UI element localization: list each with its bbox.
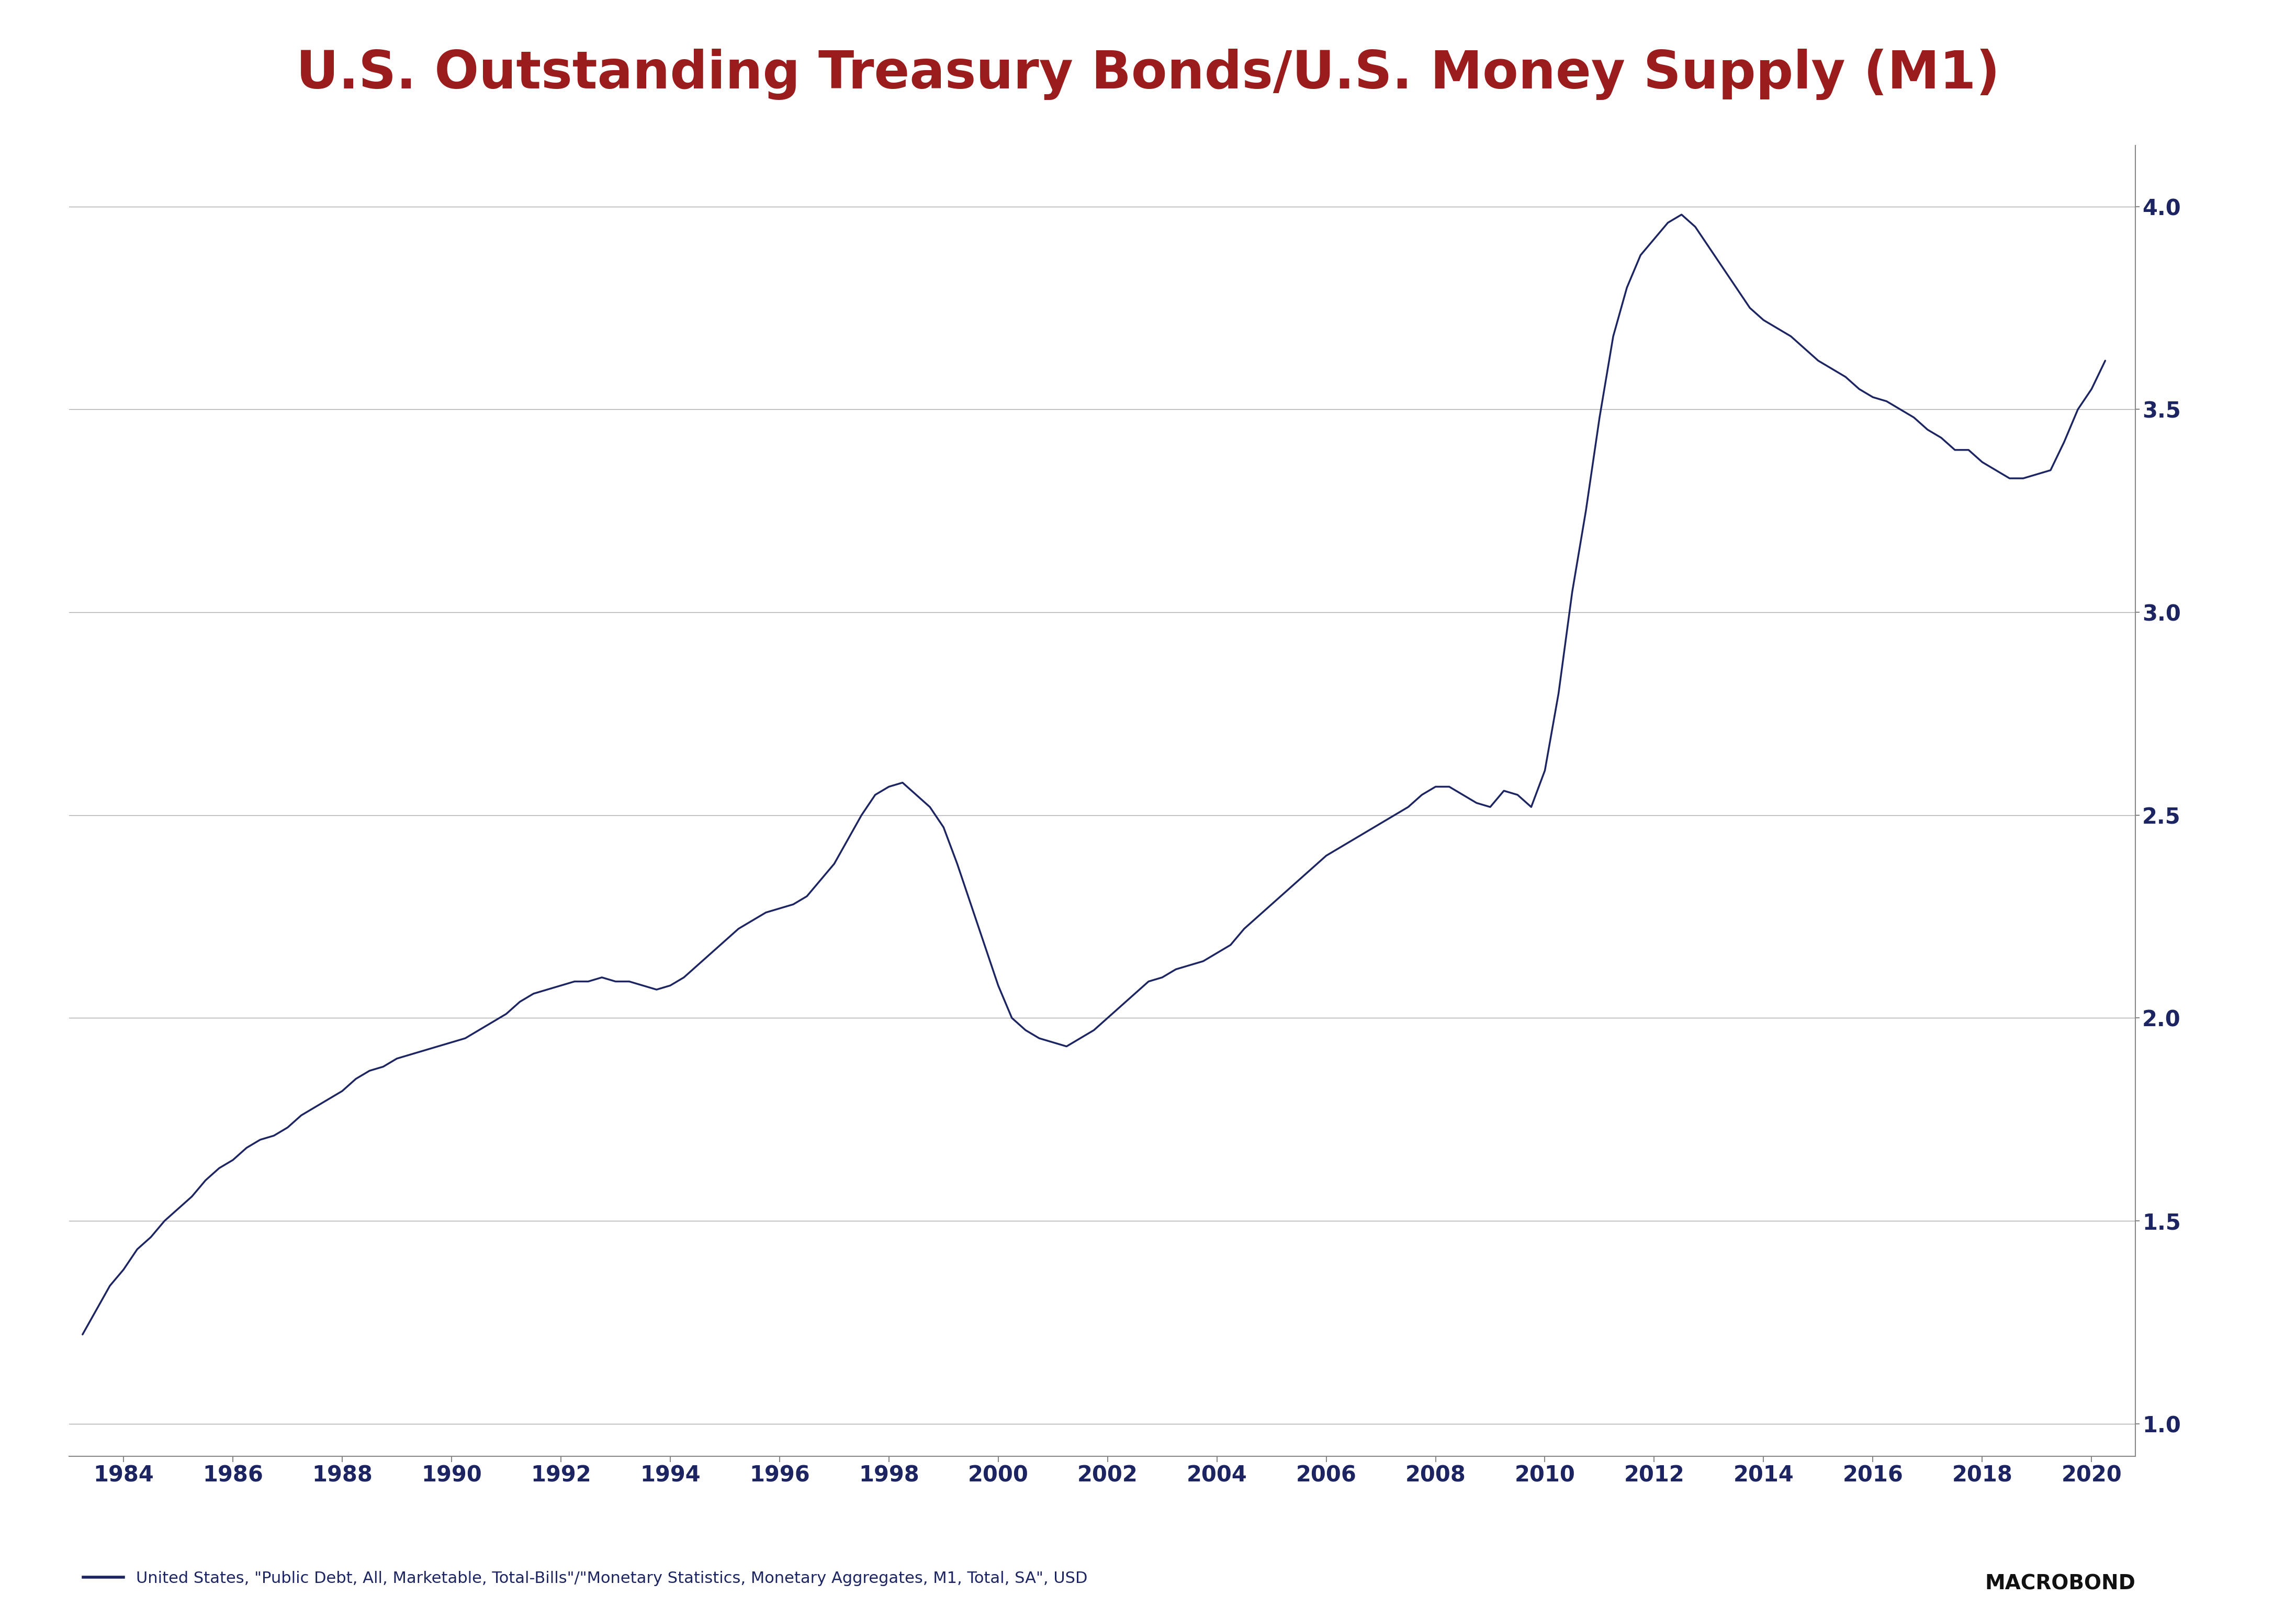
Text: U.S. Outstanding Treasury Bonds/U.S. Money Supply (M1): U.S. Outstanding Treasury Bonds/U.S. Mon… [296,49,2000,100]
Text: MACROBOND: MACROBOND [1984,1574,2135,1594]
Legend: United States, "Public Debt, All, Marketable, Total-Bills"/"Monetary Statistics,: United States, "Public Debt, All, Market… [76,1565,1093,1592]
